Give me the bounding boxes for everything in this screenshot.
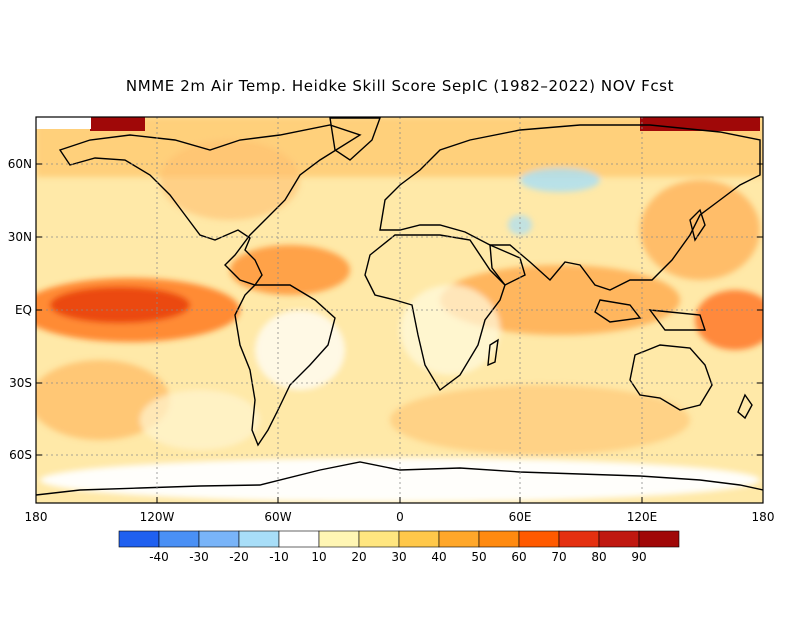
lon-label-60w: 60W bbox=[264, 510, 291, 524]
colorbar-tick-label: -10 bbox=[269, 550, 289, 564]
lon-label-180w: 180 bbox=[25, 510, 48, 524]
lat-label-30s: 30S bbox=[9, 376, 32, 390]
lat-label-60n: 60N bbox=[8, 157, 32, 171]
colorbar-swatch bbox=[638, 530, 680, 548]
lat-label-30n: 30N bbox=[8, 230, 32, 244]
lon-label-120w: 120W bbox=[140, 510, 175, 524]
lat-label-eq: EQ bbox=[15, 303, 32, 317]
lon-label-120e: 120E bbox=[627, 510, 658, 524]
colorbar-tick-label: 80 bbox=[591, 550, 606, 564]
lat-label-60s: 60S bbox=[9, 448, 32, 462]
colorbar-swatch bbox=[198, 530, 240, 548]
colorbar-swatch bbox=[598, 530, 640, 548]
colorbar-tick-label: -20 bbox=[229, 550, 249, 564]
lon-labels: 180 120W 60W 0 60E 120E 180 bbox=[25, 510, 775, 524]
colorbar-swatch bbox=[558, 530, 600, 548]
chart-title: NMME 2m Air Temp. Heidke Skill Score Sep… bbox=[125, 77, 675, 95]
lon-label-60e: 60E bbox=[509, 510, 532, 524]
colorbar-labels: -40 -30 -20 -10 10 20 30 40 50 60 70 80 90 bbox=[149, 550, 646, 564]
coastlines bbox=[36, 117, 763, 496]
colorbar-swatch bbox=[118, 530, 160, 548]
colorbar-tick-label: -40 bbox=[149, 550, 169, 564]
colorbar-tick-label: 70 bbox=[551, 550, 566, 564]
colorbar-swatch bbox=[158, 530, 200, 548]
colorbar-tick-label: 60 bbox=[511, 550, 526, 564]
colorbar-swatch bbox=[318, 530, 360, 548]
colorbar-swatch bbox=[398, 530, 440, 548]
colorbar bbox=[118, 530, 680, 548]
lat-labels: 60N 30N EQ 30S 60S bbox=[8, 157, 32, 462]
colorbar-swatch bbox=[518, 530, 560, 548]
tick-marks bbox=[36, 163, 763, 503]
colorbar-tick-label: 50 bbox=[471, 550, 486, 564]
colorbar-tick-label: -30 bbox=[189, 550, 209, 564]
colorbar-swatch bbox=[238, 530, 280, 548]
lon-label-180e: 180 bbox=[752, 510, 775, 524]
colorbar-tick-label: 90 bbox=[631, 550, 646, 564]
colorbar-tick-label: 10 bbox=[311, 550, 326, 564]
colorbar-swatch bbox=[478, 530, 520, 548]
colorbar-swatch bbox=[278, 530, 320, 548]
graticule bbox=[36, 117, 763, 503]
lon-label-0: 0 bbox=[396, 510, 404, 524]
colorbar-tick-label: 30 bbox=[391, 550, 406, 564]
colorbar-swatch bbox=[358, 530, 400, 548]
colorbar-tick-label: 40 bbox=[431, 550, 446, 564]
colorbar-swatch bbox=[438, 530, 480, 548]
colorbar-tick-label: 20 bbox=[351, 550, 366, 564]
